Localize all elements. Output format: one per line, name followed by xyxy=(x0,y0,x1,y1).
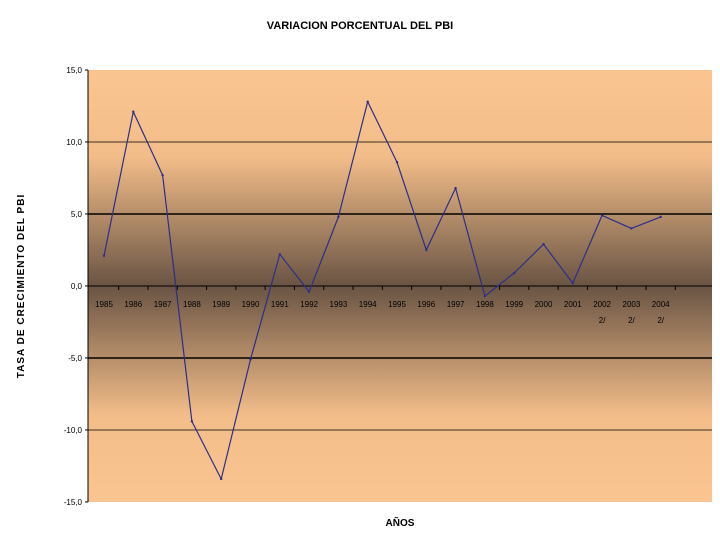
y-tick-label: 0,0 xyxy=(71,282,83,291)
y-tick-label: 10,0 xyxy=(66,138,82,147)
data-point xyxy=(190,420,194,423)
x-tick-label: 1995 xyxy=(388,300,406,309)
x-tick-label: 1991 xyxy=(271,300,289,309)
x-tick-note: 2/ xyxy=(657,316,664,325)
x-tick-label: 1988 xyxy=(183,300,201,309)
y-tick-label: 5,0 xyxy=(71,210,83,219)
x-tick-label: 2003 xyxy=(623,300,641,309)
x-axis-title: AÑOS xyxy=(386,516,415,529)
data-point xyxy=(278,253,281,256)
x-tick-label: 1993 xyxy=(330,300,348,309)
x-tick-label: 2000 xyxy=(535,300,553,309)
data-point xyxy=(483,294,487,298)
y-tick-label: -5,0 xyxy=(68,354,82,363)
x-tick-label: 1994 xyxy=(359,300,377,309)
x-tick-label: 2002 xyxy=(593,300,611,309)
data-point xyxy=(571,281,574,285)
data-point xyxy=(630,227,633,230)
data-point xyxy=(395,160,399,164)
x-tick-label: 2004 xyxy=(652,300,670,309)
data-point xyxy=(542,243,545,246)
y-axis-title: TASA DE CRECIMIENTO DEL PBI xyxy=(16,194,27,378)
x-tick-label: 1990 xyxy=(242,300,260,309)
y-tick-label: -15,0 xyxy=(64,498,83,507)
x-tick-label: 1987 xyxy=(154,300,172,309)
data-point xyxy=(249,358,252,361)
x-tick-label: 1998 xyxy=(476,300,494,309)
data-point xyxy=(659,215,662,219)
x-tick-note: 2/ xyxy=(628,316,635,325)
data-point xyxy=(425,248,428,252)
chart-title: VARIACION PORCENTUAL DEL PBI xyxy=(266,20,454,32)
data-point xyxy=(454,186,457,190)
data-point xyxy=(513,271,516,275)
data-point xyxy=(220,477,223,481)
data-point xyxy=(102,254,106,257)
x-tick-label: 1999 xyxy=(505,300,523,309)
series-line xyxy=(103,101,661,480)
data-point xyxy=(307,290,311,293)
x-tick-label: 2001 xyxy=(564,300,582,309)
y-tick-label: 15,0 xyxy=(66,66,82,75)
data-point xyxy=(161,173,164,177)
data-point xyxy=(600,214,604,217)
x-tick-label: 1989 xyxy=(212,300,230,309)
y-tick-label: -10,0 xyxy=(64,426,83,435)
data-point xyxy=(132,110,135,113)
x-tick-label: 1985 xyxy=(95,300,113,309)
x-tick-label: 1997 xyxy=(447,300,465,309)
data-point xyxy=(337,215,340,219)
x-tick-label: 1996 xyxy=(417,300,435,309)
x-tick-label: 1992 xyxy=(300,300,318,309)
data-point xyxy=(366,100,369,103)
x-tick-label: 1986 xyxy=(124,300,142,309)
x-tick-note: 2/ xyxy=(599,316,606,325)
